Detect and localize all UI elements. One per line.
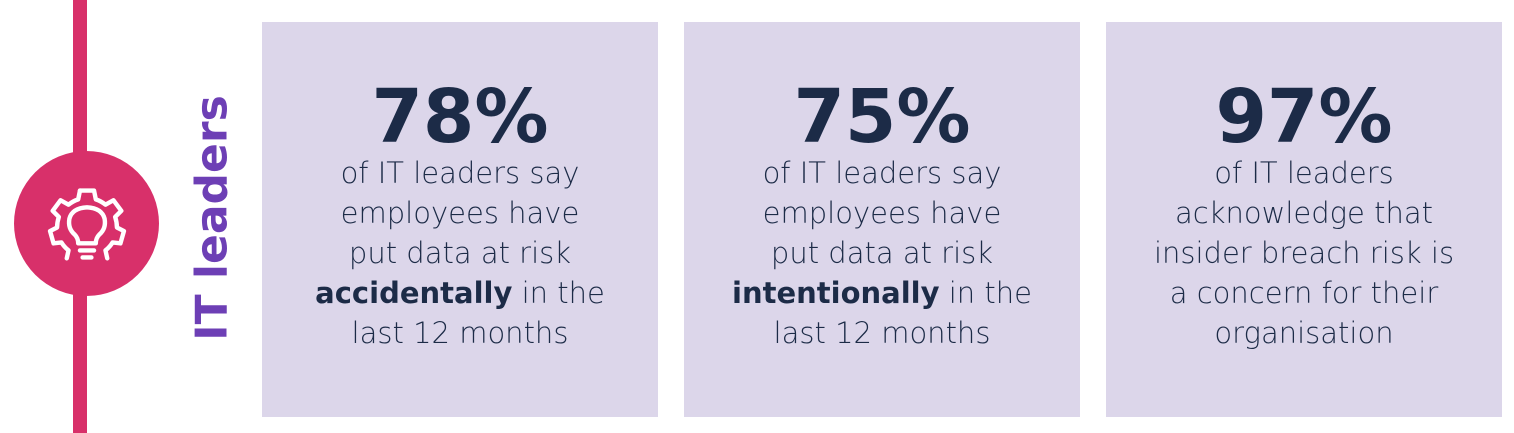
description-line: employees have xyxy=(762,196,1002,230)
section-label: IT leaders xyxy=(186,95,238,341)
emphasis-text: intentionally xyxy=(732,276,940,310)
description-line: employees have xyxy=(340,196,580,230)
stat-description: of IT leaders say employees have put dat… xyxy=(684,153,1080,353)
stat-card-concern: 97% of IT leaders acknowledge that insid… xyxy=(1106,22,1502,417)
emphasis-text: accidentally xyxy=(315,276,513,310)
description-line: of IT leaders say xyxy=(340,156,580,190)
description-line: intentionally in the xyxy=(684,273,1080,313)
stat-card-intentional: 75% of IT leaders say employees have put… xyxy=(684,22,1080,417)
description-text: in the xyxy=(939,276,1032,310)
description-line: last 12 months xyxy=(773,316,991,350)
stat-card-accidental: 78% of IT leaders say employees have put… xyxy=(262,22,658,417)
description-line: organisation xyxy=(1214,316,1394,350)
description-line: of IT leaders xyxy=(1214,156,1394,190)
stat-description: of IT leaders acknowledge that insider b… xyxy=(1106,153,1502,353)
stat-value: 97% xyxy=(1215,74,1393,160)
section-badge xyxy=(14,151,159,296)
description-line: put data at risk xyxy=(770,236,994,270)
description-line: acknowledge that xyxy=(1174,196,1433,230)
description-text: in the xyxy=(512,276,605,310)
stat-value: 78% xyxy=(371,74,549,160)
lightbulb-gear-icon xyxy=(47,187,126,261)
description-line: put data at risk xyxy=(348,236,572,270)
description-line: insider breach risk is xyxy=(1153,236,1455,270)
description-line: accidentally in the xyxy=(262,273,658,313)
description-line: last 12 months xyxy=(351,316,569,350)
description-line: a concern for their xyxy=(1169,276,1439,310)
stat-value: 75% xyxy=(793,74,971,160)
description-line: of IT leaders say xyxy=(762,156,1002,190)
stat-description: of IT leaders say employees have put dat… xyxy=(262,153,658,353)
